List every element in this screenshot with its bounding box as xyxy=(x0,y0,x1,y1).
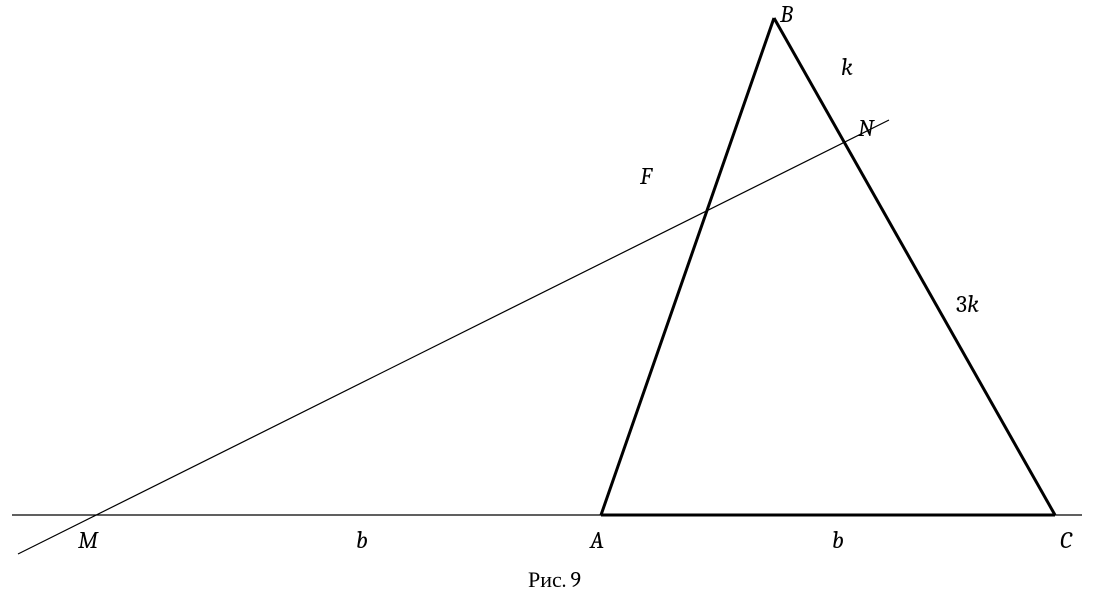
label-B: B xyxy=(779,0,793,28)
label-b_right: b xyxy=(832,526,844,554)
label-C: C xyxy=(1060,526,1073,554)
segment-AB xyxy=(601,18,774,515)
label-k: k xyxy=(841,53,853,81)
label-b_left: b xyxy=(356,526,368,554)
label-N: N xyxy=(858,114,875,142)
segment-MN_line xyxy=(18,120,889,554)
label-A: A xyxy=(589,526,604,554)
label-M: M xyxy=(78,526,99,554)
segment-BC xyxy=(774,18,1055,515)
geometry-diagram: A B C M N Fk 3k b b xyxy=(0,0,1109,573)
figure-caption: Рис. 9 xyxy=(0,567,1109,593)
label-three_k: 3k xyxy=(956,290,979,318)
label-F: F xyxy=(639,162,653,190)
